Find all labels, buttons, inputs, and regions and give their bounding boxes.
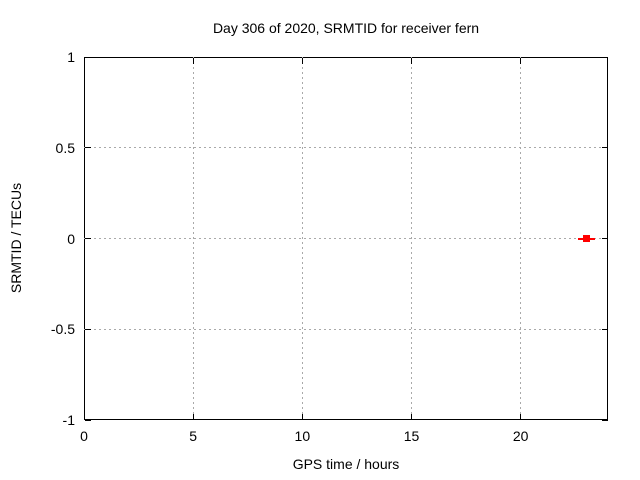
x-tick-label: 5 [189,428,198,444]
grid-line-horizontal [84,328,608,330]
x-tick-bottom [520,414,522,420]
y-tick-left [85,419,91,421]
x-tick-top-mirror [192,58,194,64]
y-tick-right-mirror [602,328,608,330]
x-tick-bottom [301,414,303,420]
y-tick-right-mirror [602,147,608,149]
x-tick-bottom [411,414,412,420]
x-tick-label: 20 [512,428,529,444]
y-tick-label: 0 [67,230,75,247]
y-tick-right-mirror [602,419,608,421]
x-axis-title: GPS time / hours [292,456,400,472]
y-tick-left [85,238,91,239]
x-tick-label: 0 [80,428,88,444]
y-tick-label: 0.5 [55,139,75,156]
y-tick-left [85,328,91,330]
y-tick-left [85,56,91,58]
y-tick-right-mirror [602,56,608,58]
grid-line-horizontal [84,238,608,239]
x-tick-label: 15 [403,428,420,444]
y-tick-label: 1 [67,49,75,65]
x-tick-top-mirror [520,58,522,64]
y-tick-right-mirror [602,238,608,239]
x-tick-bottom [192,414,194,420]
y-tick-label: -1 [62,412,75,428]
x-tick-top-mirror [411,58,412,64]
x-tick-top-mirror [83,58,85,64]
chart-title: Day 306 of 2020, SRMTID for receiver fer… [212,20,480,36]
y-tick-left [85,147,91,149]
x-tick-top-mirror [301,58,303,64]
grid-line-horizontal [84,147,608,149]
y-tick-label: -0.5 [50,321,75,338]
x-tick-bottom [83,414,85,420]
x-tick-label: 10 [294,428,311,444]
data-point-marker [582,235,590,242]
